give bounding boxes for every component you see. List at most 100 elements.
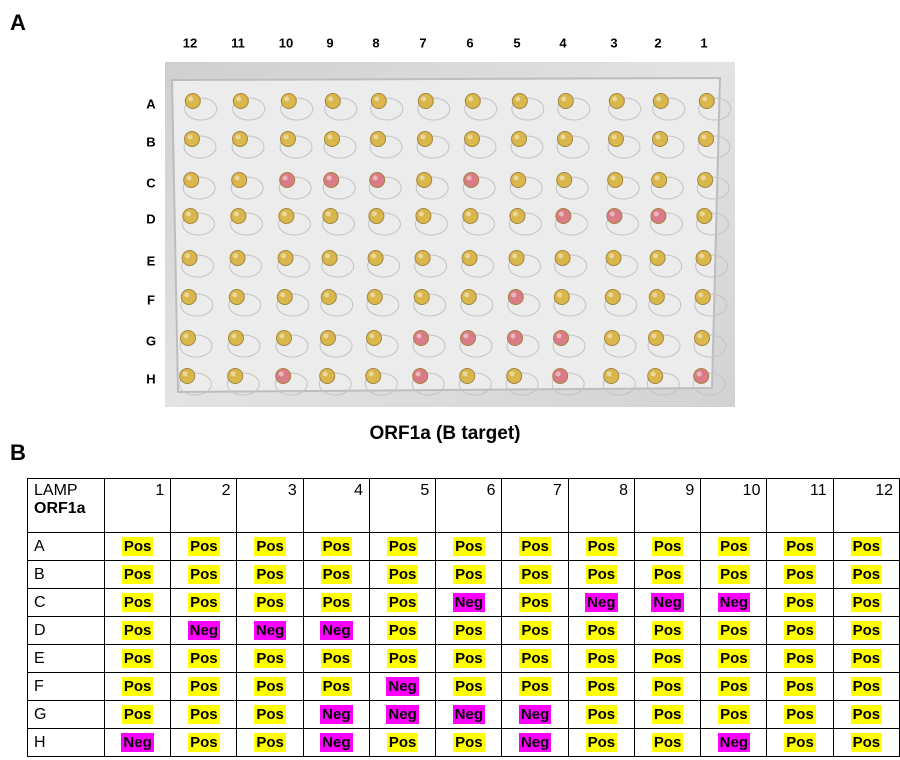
result-cell: Pos — [436, 645, 502, 673]
result: Pos — [652, 565, 684, 584]
well-shine — [607, 372, 612, 377]
well — [183, 209, 198, 224]
well-shine — [700, 212, 705, 217]
result-cell: Pos — [436, 617, 502, 645]
well — [609, 132, 624, 147]
well-shine — [511, 334, 516, 339]
well — [229, 331, 244, 346]
result: Neg — [386, 705, 418, 724]
well — [231, 209, 246, 224]
result-cell: Neg — [701, 729, 767, 757]
table-row: GPosPosPosNegNegNegNegPosPosPosPosPos — [28, 701, 900, 729]
well-shine — [464, 293, 469, 298]
well-shine — [698, 334, 703, 339]
result: Pos — [586, 733, 618, 752]
well-shine — [231, 372, 236, 377]
result: Pos — [254, 565, 286, 584]
well — [511, 173, 526, 188]
well-shine — [328, 97, 333, 102]
well — [417, 173, 432, 188]
result: Pos — [122, 621, 154, 640]
plate-row-label: G — [146, 333, 156, 348]
plate-column-label: 7 — [419, 35, 426, 50]
well — [461, 290, 476, 305]
well — [604, 369, 619, 384]
result: Pos — [851, 733, 883, 752]
well-shine — [612, 135, 617, 140]
result: Pos — [586, 677, 618, 696]
result: Pos — [254, 677, 286, 696]
result-cell: Pos — [436, 729, 502, 757]
result-cell: Neg — [502, 701, 568, 729]
column-number: 5 — [369, 479, 435, 533]
result: Neg — [718, 733, 750, 752]
well-shine — [611, 176, 616, 181]
well-shine — [183, 372, 188, 377]
result-cell: Pos — [568, 533, 634, 561]
well-shine — [235, 176, 240, 181]
well-shine — [323, 372, 328, 377]
result-cell: Pos — [237, 589, 303, 617]
well — [509, 251, 524, 266]
well — [608, 173, 623, 188]
well — [230, 251, 245, 266]
result: Pos — [387, 593, 419, 612]
well-shine — [371, 254, 376, 259]
well-shine — [236, 97, 241, 102]
well-shine — [187, 176, 192, 181]
result-cell: Pos — [502, 589, 568, 617]
well-shine — [608, 334, 613, 339]
result-cell: Pos — [634, 617, 700, 645]
result-cell: Pos — [237, 645, 303, 673]
result: Pos — [851, 565, 883, 584]
well — [418, 132, 433, 147]
result-cell: Neg — [502, 729, 568, 757]
well — [321, 290, 336, 305]
result: Pos — [453, 537, 485, 556]
row-label: H — [28, 729, 105, 757]
result: Pos — [784, 649, 816, 668]
result: Pos — [188, 677, 220, 696]
result: Neg — [453, 593, 485, 612]
well — [320, 369, 335, 384]
result: Pos — [784, 705, 816, 724]
result: Pos — [851, 649, 883, 668]
result: Pos — [519, 565, 551, 584]
result: Pos — [453, 621, 485, 640]
result-cell: Pos — [833, 617, 899, 645]
result: Pos — [321, 677, 353, 696]
well-shine — [651, 372, 656, 377]
result: Pos — [784, 565, 816, 584]
well — [697, 209, 712, 224]
well-shine — [324, 334, 329, 339]
well-shine — [284, 135, 289, 140]
result-cell: Pos — [833, 589, 899, 617]
result-cell: Pos — [104, 617, 170, 645]
result-cell: Pos — [104, 533, 170, 561]
result-cell: Pos — [237, 533, 303, 561]
result-cell: Neg — [303, 701, 369, 729]
result: Pos — [387, 649, 419, 668]
result: Pos — [453, 733, 485, 752]
result-cell: Pos — [303, 645, 369, 673]
well — [553, 369, 568, 384]
well — [371, 94, 386, 109]
well — [322, 251, 337, 266]
well — [554, 290, 569, 305]
row-label: E — [28, 645, 105, 673]
well — [184, 173, 199, 188]
well — [281, 132, 296, 147]
well-shine — [282, 212, 287, 217]
column-number: 3 — [237, 479, 303, 533]
well — [281, 94, 296, 109]
result: Pos — [718, 621, 750, 640]
table-row: EPosPosPosPosPosPosPosPosPosPosPosPos — [28, 645, 900, 673]
well-shine — [559, 212, 564, 217]
well — [555, 251, 570, 266]
caption: ORF1a (B target) — [0, 423, 890, 445]
well-shine — [512, 254, 517, 259]
result: Pos — [122, 537, 154, 556]
well-shine — [373, 176, 378, 181]
result: Pos — [188, 649, 220, 668]
result: Pos — [321, 649, 353, 668]
